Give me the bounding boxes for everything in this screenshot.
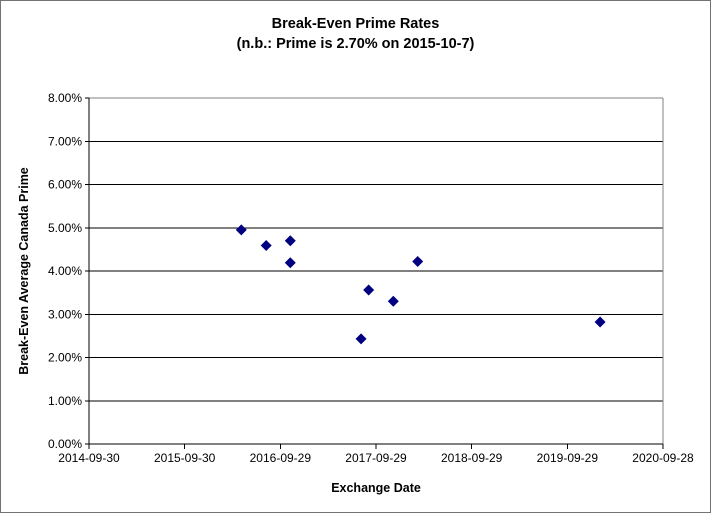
y-tick-label: 5.00% bbox=[48, 221, 82, 235]
data-point-marker bbox=[235, 224, 247, 236]
y-tick-label: 6.00% bbox=[48, 178, 82, 192]
data-point-marker bbox=[387, 295, 399, 307]
data-point-marker bbox=[412, 255, 424, 267]
x-tick-label: 2016-09-29 bbox=[250, 451, 312, 465]
y-tick-label: 8.00% bbox=[48, 91, 82, 105]
chart-title-block: Break-Even Prime Rates (n.b.: Prime is 2… bbox=[1, 14, 710, 54]
x-axis-title: Exchange Date bbox=[331, 481, 421, 495]
data-point-marker bbox=[260, 239, 272, 251]
y-tick-label: 2.00% bbox=[48, 351, 82, 365]
y-axis-title: Break-Even Average Canada Prime bbox=[17, 167, 31, 375]
data-point-marker bbox=[594, 316, 606, 328]
chart-subtitle: (n.b.: Prime is 2.70% on 2015-10-7) bbox=[236, 36, 475, 52]
data-point-marker bbox=[284, 257, 296, 269]
y-tick-label: 7.00% bbox=[48, 134, 82, 148]
x-tick-label: 2015-09-30 bbox=[154, 451, 216, 465]
data-point-marker bbox=[363, 284, 375, 296]
x-tick-label: 2014-09-30 bbox=[58, 451, 120, 465]
y-tick-label: 1.00% bbox=[48, 394, 82, 408]
y-tick-label: 3.00% bbox=[48, 307, 82, 321]
data-point-marker bbox=[284, 235, 296, 247]
x-tick-label: 2017-09-29 bbox=[345, 451, 407, 465]
x-tick-label: 2018-09-29 bbox=[441, 451, 503, 465]
x-tick-label: 2019-09-29 bbox=[537, 451, 599, 465]
data-point-marker bbox=[355, 333, 367, 345]
x-tick-label: 2020-09-28 bbox=[632, 451, 694, 465]
y-tick-label: 4.00% bbox=[48, 264, 82, 278]
y-tick-label: 0.00% bbox=[48, 437, 82, 451]
chart-title: Break-Even Prime Rates bbox=[271, 16, 440, 32]
